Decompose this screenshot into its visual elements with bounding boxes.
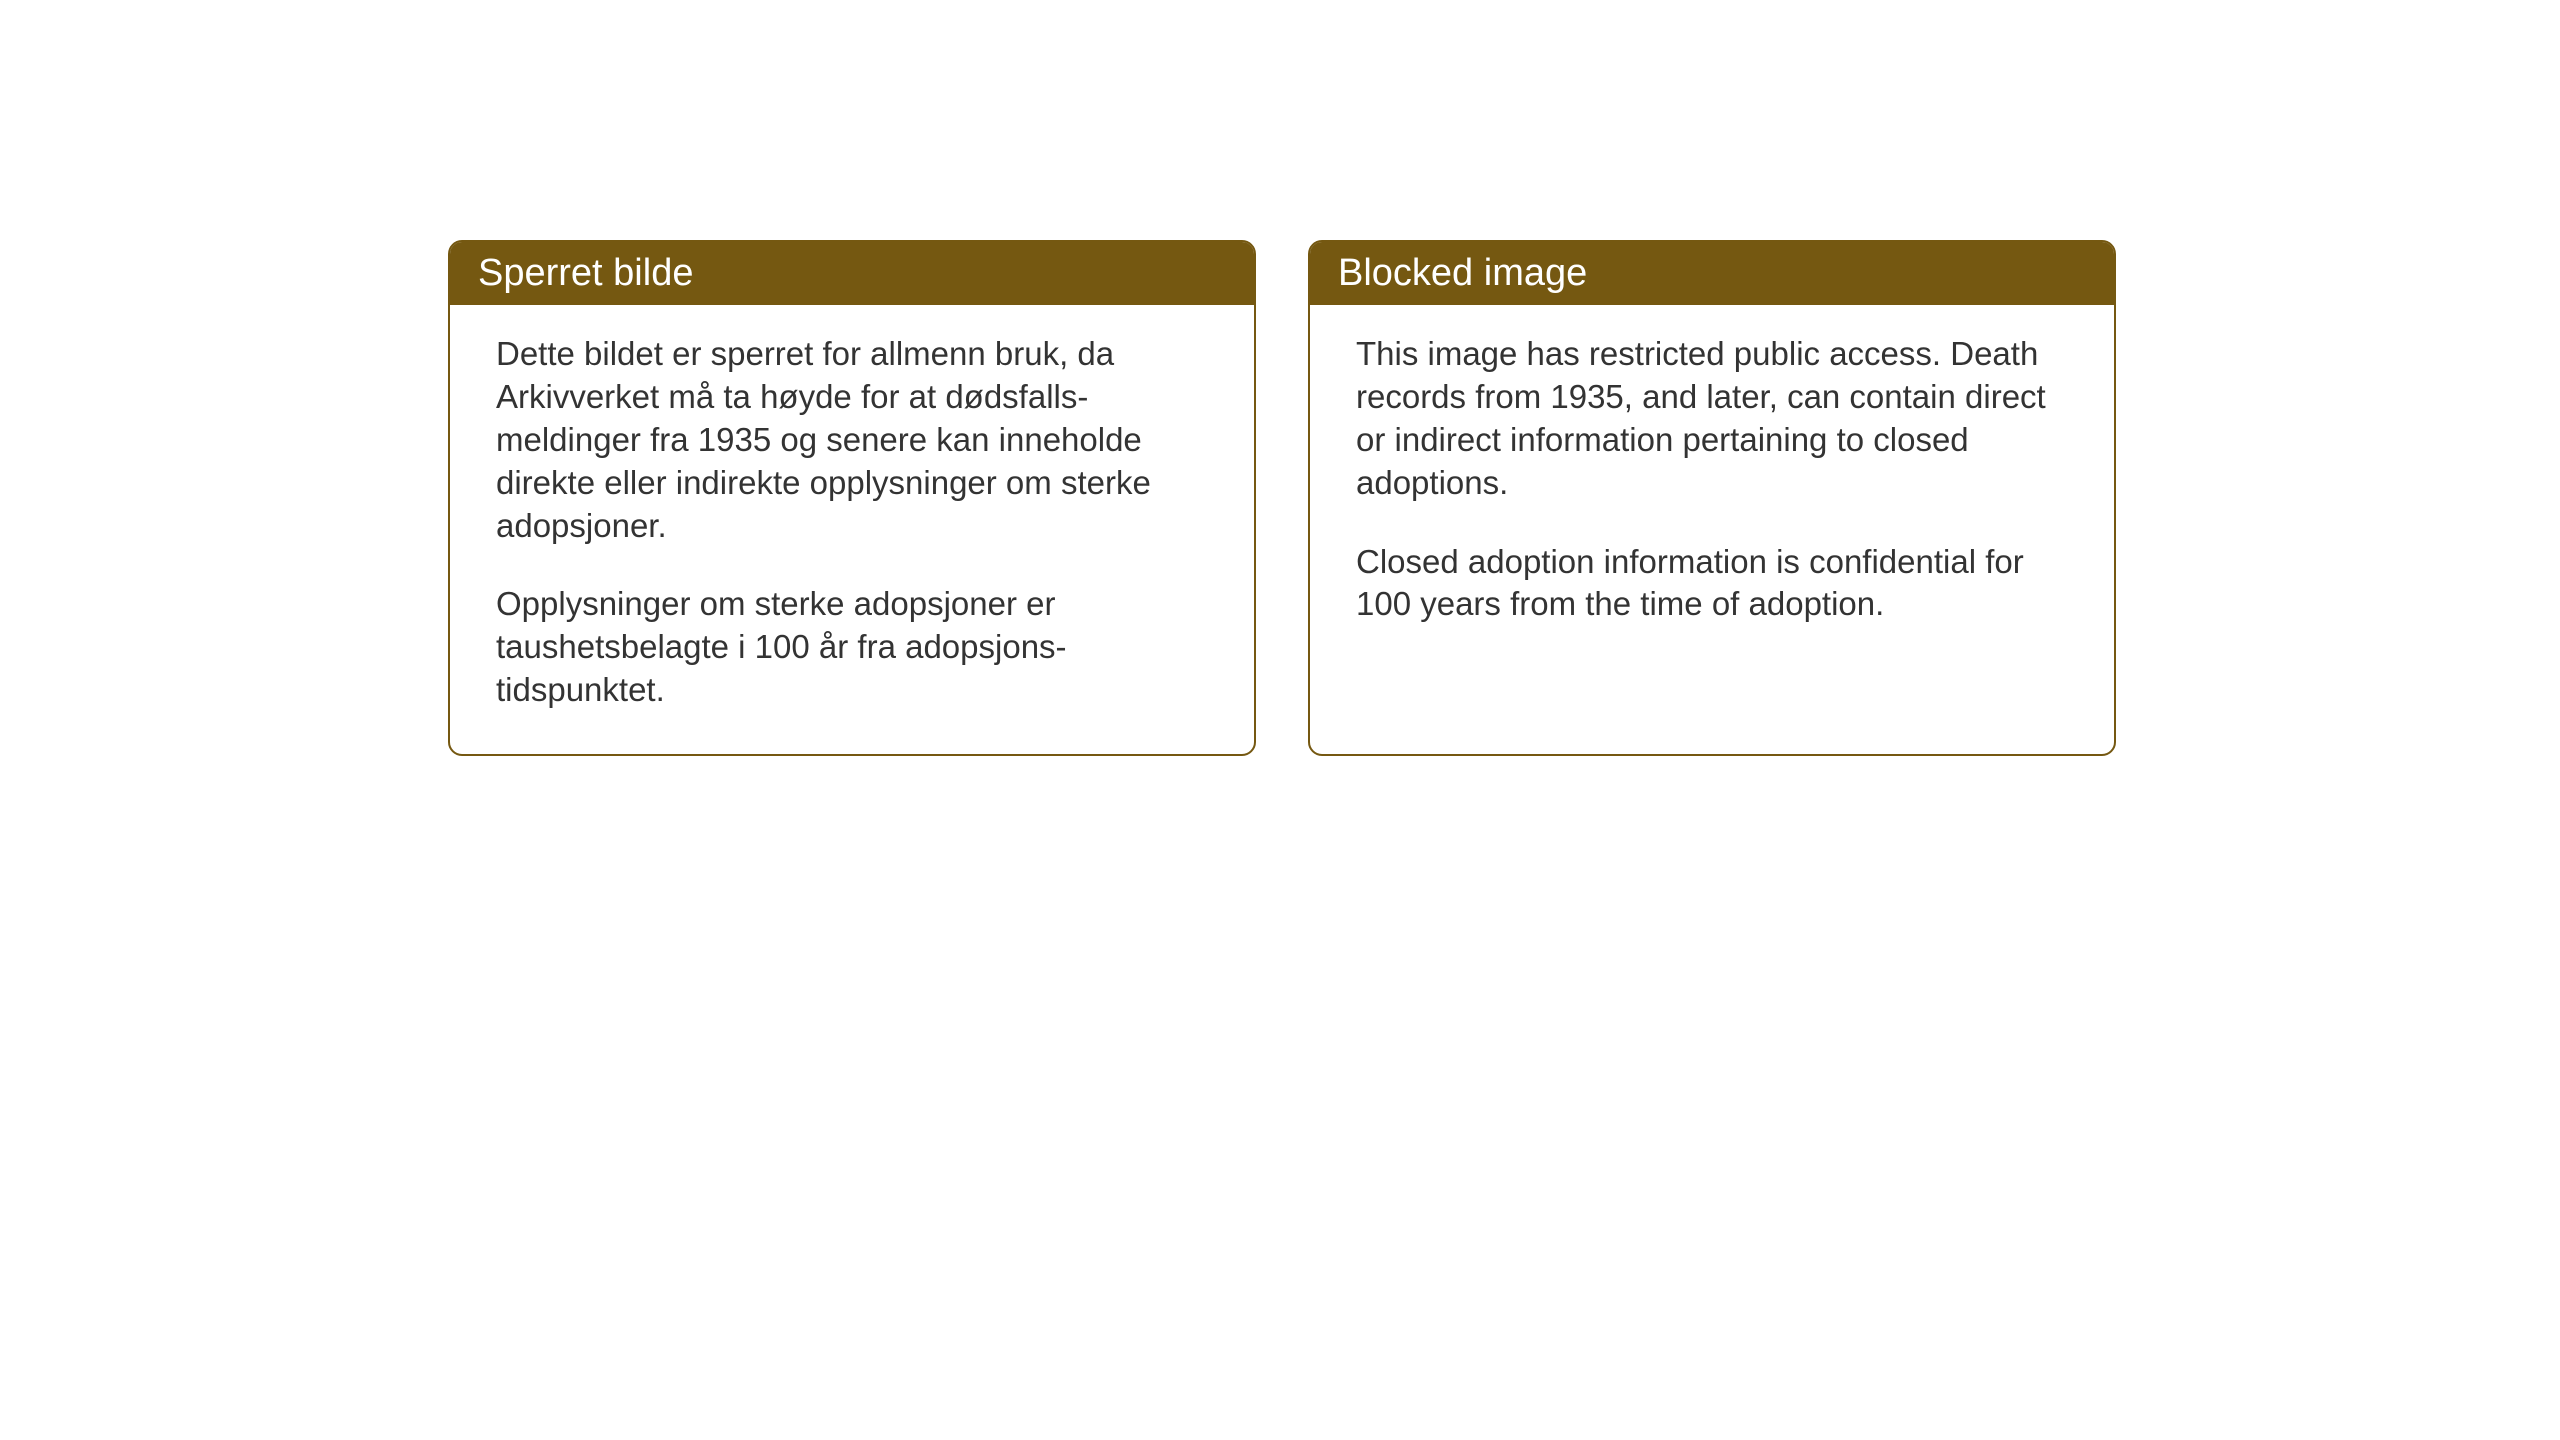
notice-header-english: Blocked image [1310, 242, 2114, 305]
notice-paragraph: This image has restricted public access.… [1356, 333, 2068, 505]
notice-body-english: This image has restricted public access.… [1310, 305, 2114, 668]
notice-paragraph: Dette bildet er sperret for allmenn bruk… [496, 333, 1208, 547]
notice-body-norwegian: Dette bildet er sperret for allmenn bruk… [450, 305, 1254, 754]
notice-header-norwegian: Sperret bilde [450, 242, 1254, 305]
notice-paragraph: Opplysninger om sterke adopsjoner er tau… [496, 583, 1208, 712]
notice-container: Sperret bilde Dette bildet er sperret fo… [448, 240, 2116, 756]
notice-paragraph: Closed adoption information is confident… [1356, 541, 2068, 627]
notice-box-english: Blocked image This image has restricted … [1308, 240, 2116, 756]
notice-box-norwegian: Sperret bilde Dette bildet er sperret fo… [448, 240, 1256, 756]
